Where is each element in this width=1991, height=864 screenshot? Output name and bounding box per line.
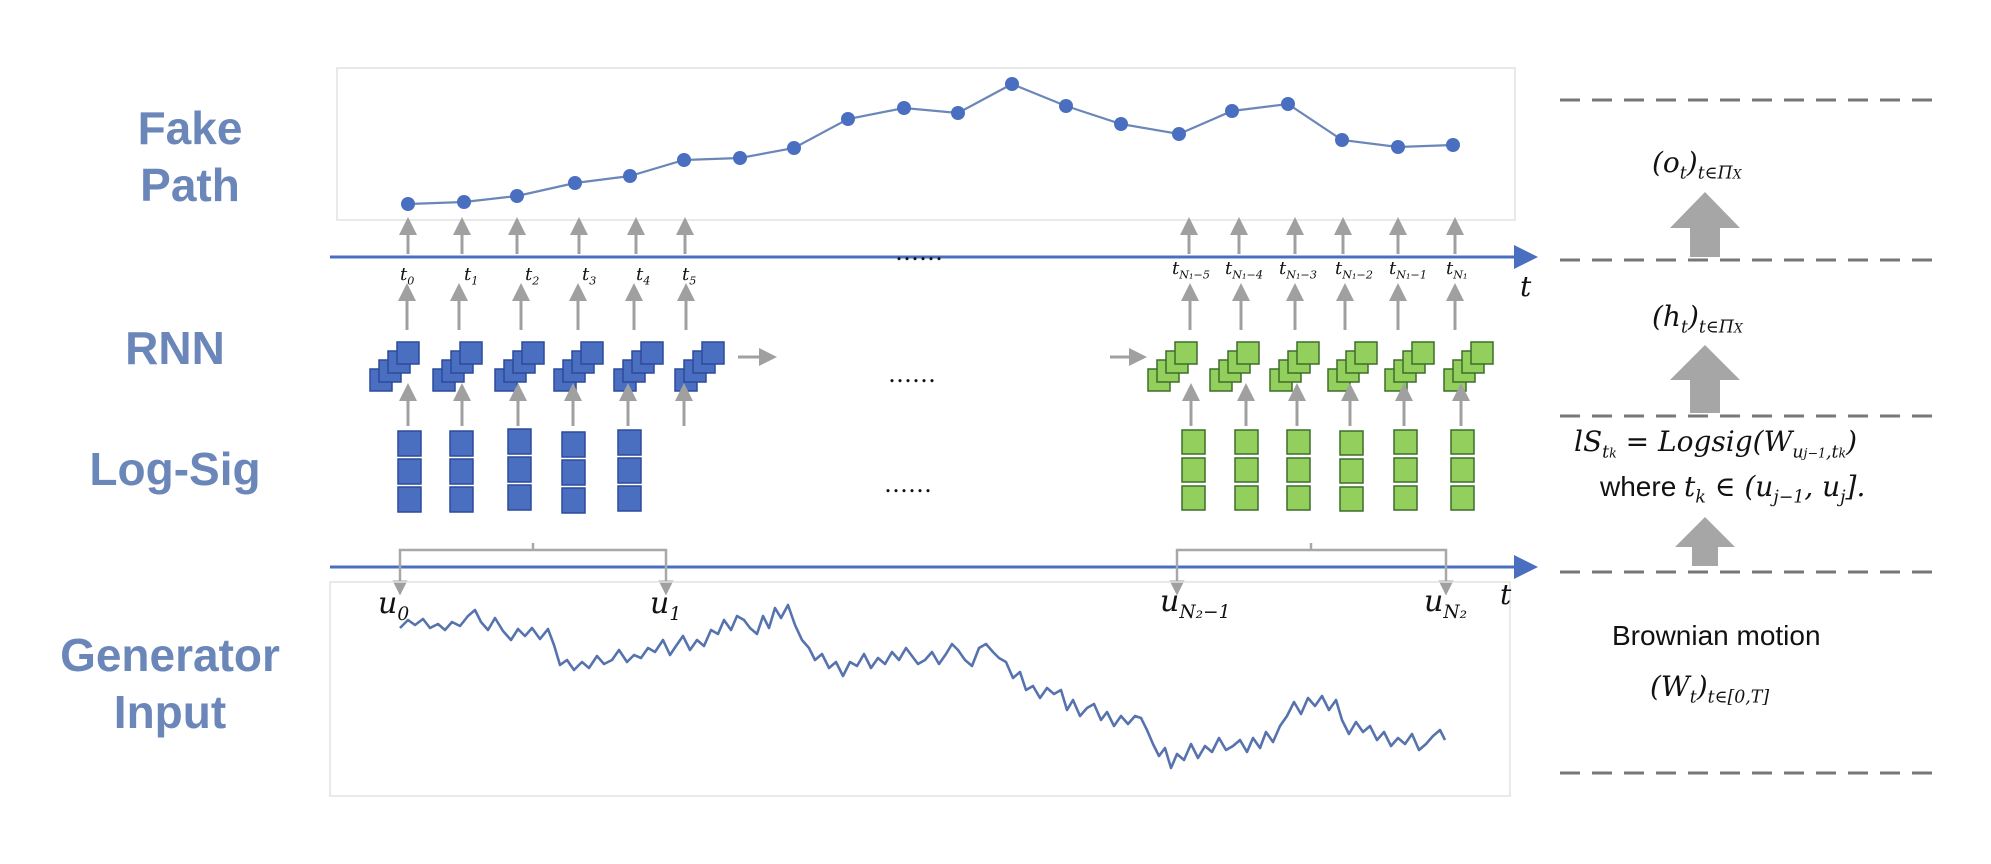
rnn-ellipsis: …… — [888, 360, 936, 388]
fake-path-label-line2: Path — [140, 159, 240, 211]
generator-frame — [329, 581, 1511, 797]
logsig-label: Log-Sig — [89, 443, 261, 495]
tick-label-t4: t4 — [636, 264, 651, 288]
generator-label-line2: Input — [113, 686, 227, 738]
interval-brackets — [398, 543, 1448, 562]
fake-path-label-line1: Fake — [137, 102, 243, 154]
brownian-process-label: (Wt)t∈[0,T] — [1650, 670, 1770, 708]
interval-down-arrows — [392, 562, 1454, 596]
bottom-axis-t-symbol: t — [1500, 578, 1512, 611]
fake-path-line — [407, 82, 1454, 206]
tick-label-tN1m3: tN₁−3 — [1279, 258, 1317, 282]
tick-label-tN1m5: tN₁−5 — [1172, 258, 1210, 282]
tick-label-tN1m1: tN₁−1 — [1389, 258, 1427, 282]
fake-path-points — [401, 77, 1460, 211]
u0-label: u0 — [378, 586, 410, 625]
generator-label-line1: Generator — [60, 629, 280, 681]
top-axis-ellipsis: …… — [895, 238, 943, 266]
brownian-motion-label: Brownian motion — [1612, 620, 1821, 651]
tick-label-t1: t1 — [464, 264, 479, 288]
rnn-blue-cells — [369, 341, 725, 392]
hidden-sequence-label: (ht)t∈ΠX — [1652, 300, 1743, 338]
logsig-ellipsis: …… — [884, 470, 932, 498]
generator-input-label: Generator Input — [40, 627, 300, 741]
rnn-label: RNN — [125, 322, 225, 374]
tick-label-t2: t2 — [525, 264, 540, 288]
rnn-to-time-arrows — [398, 283, 1464, 330]
u1-label: u1 — [650, 586, 682, 625]
brownian-path — [399, 603, 1447, 770]
fake-path-frame — [336, 67, 1516, 221]
fake-path-label: Fake Path — [110, 100, 270, 214]
uN2-label: uN₂ — [1424, 584, 1468, 623]
logsig-formula: lStk = Logsig(Wuj−1,tk) — [1574, 425, 1858, 463]
rnn-green-cells — [1147, 341, 1494, 392]
logsig-where-line: where tk ∈ (uj−1, uj]. — [1600, 470, 1866, 508]
tick-label-tN1: tN₁ — [1446, 258, 1468, 282]
flow-block-arrows — [1670, 192, 1740, 566]
tick-label-t5: t5 — [682, 264, 697, 288]
output-arrows — [399, 217, 1464, 254]
uN2m1-label: uN₂−1 — [1160, 584, 1231, 623]
logsig-to-rnn-arrows — [399, 383, 1470, 426]
tick-label-tN1m2: tN₁−2 — [1335, 258, 1373, 282]
logsig-green-columns — [1181, 429, 1475, 512]
tick-label-t0: t0 — [400, 264, 415, 288]
logsig-blue-columns — [397, 428, 642, 514]
top-axis-t-symbol: t — [1520, 270, 1532, 303]
tick-label-t3: t3 — [582, 264, 597, 288]
tick-label-tN1m4: tN₁−4 — [1225, 258, 1263, 282]
output-sequence-label: (ot)t∈ΠX — [1652, 146, 1742, 184]
